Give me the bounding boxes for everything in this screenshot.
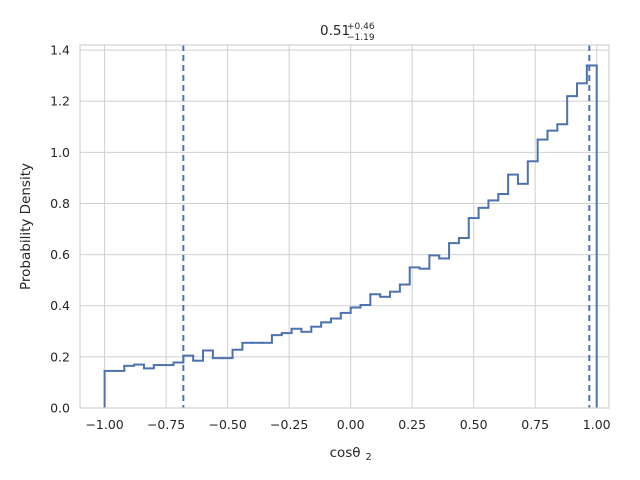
x-tick-label: 0.25 (398, 417, 426, 432)
x-axis-ticks: −1.00 −0.75 −0.50 −0.25 0.00 0.25 0.50 0.75 1.00 (85, 417, 610, 432)
y-tick-label: 0.8 (50, 196, 70, 211)
title-value: 0.51 (320, 23, 350, 39)
x-tick-label: −1.00 (85, 417, 123, 432)
y-tick-label: 1.0 (50, 145, 70, 160)
y-tick-label: 0.4 (50, 298, 70, 313)
title-lower-error: −1.19 (347, 33, 375, 43)
title-upper-error: +0.46 (347, 22, 375, 32)
y-tick-label: 0.0 (50, 401, 70, 416)
x-axis-label-subscript: 2 (366, 452, 372, 463)
histogram-series (103, 64, 598, 408)
y-axis-ticks: 0.0 0.2 0.4 0.6 0.8 1.0 1.2 1.4 (50, 43, 70, 416)
x-tick-label: −0.75 (147, 417, 185, 432)
y-axis-label: Probability Density (18, 163, 34, 290)
y-tick-label: 1.2 (50, 94, 70, 109)
y-tick-label: 0.6 (50, 247, 70, 262)
x-axis-label: cosθ 2 (330, 442, 372, 463)
x-tick-label: 0.00 (337, 417, 365, 432)
y-tick-label: 1.4 (50, 43, 70, 58)
x-tick-label: 1.00 (583, 417, 611, 432)
x-tick-label: 0.50 (460, 417, 488, 432)
x-tick-label: −0.50 (208, 417, 246, 432)
credible-interval-lines (182, 45, 591, 408)
x-tick-label: 0.75 (521, 417, 549, 432)
plot-frame (79, 44, 610, 409)
x-axis-label-main: cosθ (330, 445, 361, 461)
y-tick-label: 0.2 (50, 349, 70, 364)
x-tick-label: −0.25 (270, 417, 308, 432)
grid (80, 45, 609, 409)
chart-title: 0.51 +0.46 −1.19 (320, 14, 380, 43)
